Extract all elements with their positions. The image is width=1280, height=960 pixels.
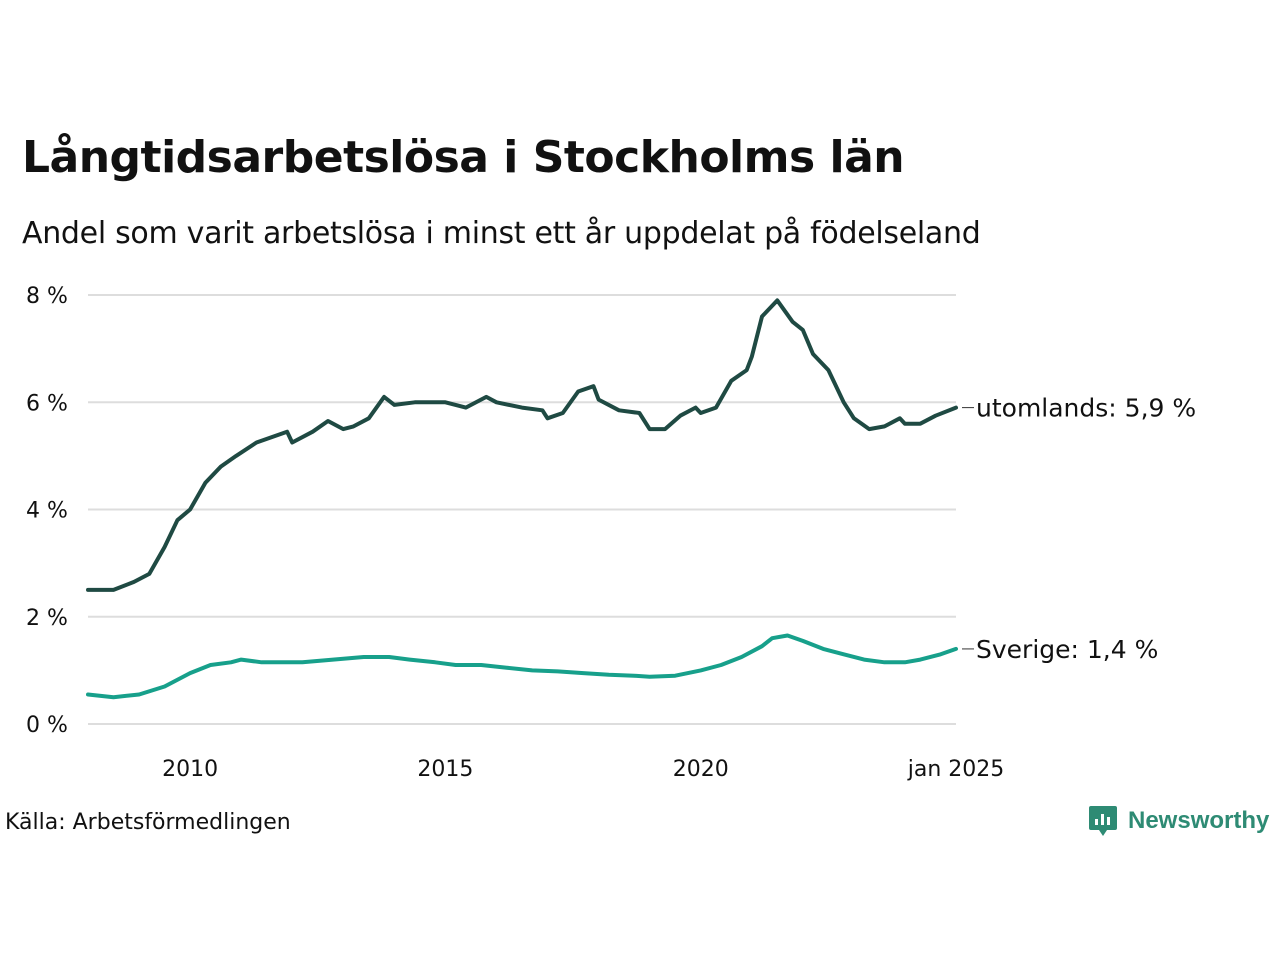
chart-subtitle: Andel som varit arbetslösa i minst ett å… [22, 216, 981, 251]
y-tick-label: 0 % [26, 713, 68, 738]
y-tick-label: 6 % [26, 391, 68, 416]
source-note: Källa: Arbetsförmedlingen [5, 810, 291, 835]
x-tick-label: 2015 [417, 757, 473, 782]
x-axis-ticks: 2010 2015 2020 jan 2025 [162, 757, 1004, 782]
x-tick-label: jan 2025 [907, 757, 1005, 782]
y-tick-label: 4 % [26, 499, 68, 524]
brand-name: Newsworthy [1128, 807, 1270, 834]
y-tick-label: 2 % [26, 606, 68, 631]
chart-title: Långtidsarbetslösa i Stockholms län [22, 132, 905, 183]
series-end-label: Sverige: 1,4 % [976, 635, 1158, 664]
grid-lines [88, 294, 956, 725]
x-tick-label: 2020 [673, 757, 729, 782]
x-tick-label: 2010 [162, 757, 218, 782]
y-axis-ticks: 0 % 2 % 4 % 6 % 8 % [26, 284, 68, 738]
brand-logo: Newsworthy [1088, 804, 1269, 838]
newsworthy-icon [1089, 806, 1117, 836]
series-lines [86, 298, 958, 700]
series-line-utomlands [86, 298, 958, 592]
series-end-labels: utomlands: 5,9 % Sverige: 1,4 % [962, 394, 1196, 664]
y-tick-label: 8 % [26, 284, 68, 309]
series-end-label: utomlands: 5,9 % [976, 394, 1196, 423]
series-line-sverige [86, 633, 958, 700]
